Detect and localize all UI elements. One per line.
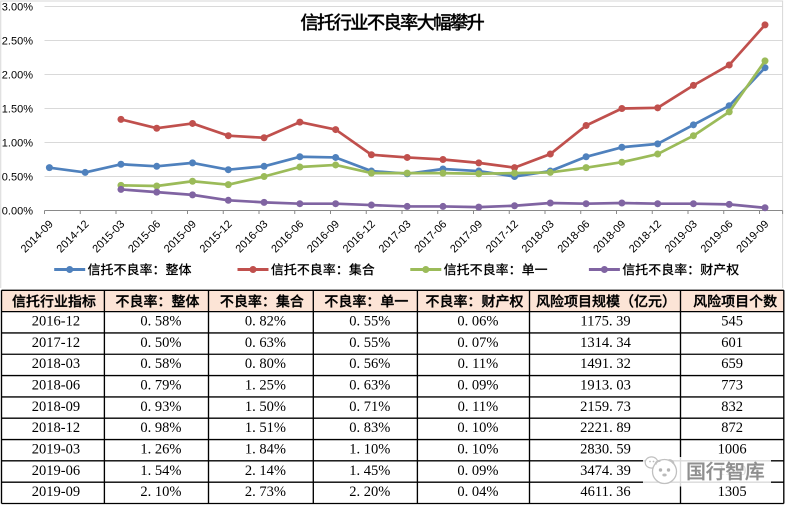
svg-text:1. 25%: 1. 25%	[245, 377, 286, 393]
svg-text:1913. 03: 1913. 03	[580, 377, 631, 393]
svg-text:1006: 1006	[718, 441, 747, 457]
svg-text:0. 63%: 0. 63%	[245, 335, 286, 351]
svg-text:0. 10%: 0. 10%	[457, 441, 498, 457]
svg-text:1314. 34: 1314. 34	[580, 335, 632, 351]
svg-text:0. 50%: 0. 50%	[140, 335, 181, 351]
svg-text:1. 51%: 1. 51%	[245, 420, 286, 436]
svg-text:1. 54%: 1. 54%	[140, 463, 181, 479]
svg-text:2221. 89: 2221. 89	[580, 420, 631, 436]
svg-text:0. 79%: 0. 79%	[140, 377, 181, 393]
svg-text:2016-12: 2016-12	[32, 314, 80, 330]
svg-text:3.00%: 3.00%	[2, 2, 33, 14]
svg-text:2018-12: 2018-12	[32, 420, 80, 436]
svg-text:2019-06: 2019-06	[32, 463, 80, 479]
svg-text:1305: 1305	[718, 484, 747, 500]
svg-text:0. 09%: 0. 09%	[457, 463, 498, 479]
svg-text:0. 71%: 0. 71%	[349, 399, 390, 415]
svg-text:773: 773	[721, 377, 743, 393]
svg-text:1. 84%: 1. 84%	[245, 441, 286, 457]
svg-text:0. 11%: 0. 11%	[458, 356, 499, 372]
svg-text:2. 20%: 2. 20%	[349, 484, 390, 500]
svg-text:1. 10%: 1. 10%	[349, 441, 390, 457]
svg-text:2. 73%: 2. 73%	[245, 484, 286, 500]
svg-text:0. 55%: 0. 55%	[349, 335, 390, 351]
svg-text:2159. 73: 2159. 73	[580, 399, 631, 415]
svg-text:1. 45%: 1. 45%	[349, 463, 390, 479]
svg-text:2019-03: 2019-03	[32, 441, 80, 457]
svg-text:601: 601	[721, 335, 743, 351]
svg-text:0. 63%: 0. 63%	[349, 377, 390, 393]
svg-text:0.00%: 0.00%	[2, 206, 33, 218]
svg-text:2.00%: 2.00%	[2, 70, 33, 82]
svg-text:2. 14%: 2. 14%	[245, 463, 286, 479]
svg-text:0. 10%: 0. 10%	[457, 420, 498, 436]
svg-text:0. 07%: 0. 07%	[457, 335, 498, 351]
svg-text:0. 58%: 0. 58%	[140, 314, 181, 330]
svg-text:2. 10%: 2. 10%	[140, 484, 181, 500]
svg-text:0. 04%: 0. 04%	[457, 484, 498, 500]
svg-text:1.00%: 1.00%	[2, 138, 33, 150]
svg-text:545: 545	[721, 314, 743, 330]
svg-text:2019-09: 2019-09	[32, 484, 80, 500]
svg-text:1.50%: 1.50%	[2, 104, 33, 116]
svg-text:832: 832	[721, 399, 743, 415]
svg-text:0. 98%: 0. 98%	[140, 420, 181, 436]
svg-text:0. 82%: 0. 82%	[245, 314, 286, 330]
svg-text:0. 06%: 0. 06%	[457, 314, 498, 330]
svg-text:0. 83%: 0. 83%	[349, 420, 390, 436]
svg-text:1. 26%: 1. 26%	[140, 441, 181, 457]
svg-text:0.50%: 0.50%	[2, 172, 33, 184]
svg-text:0. 80%: 0. 80%	[245, 356, 286, 372]
svg-text:2.50%: 2.50%	[2, 36, 33, 48]
svg-text:2018-06: 2018-06	[32, 377, 80, 393]
svg-text:2018-09: 2018-09	[32, 399, 80, 415]
svg-text:0. 58%: 0. 58%	[140, 356, 181, 372]
svg-text:0. 09%: 0. 09%	[457, 377, 498, 393]
svg-text:1491. 32: 1491. 32	[580, 356, 631, 372]
svg-text:0. 55%: 0. 55%	[349, 314, 390, 330]
svg-text:2830. 59: 2830. 59	[580, 441, 631, 457]
svg-text:872: 872	[721, 420, 743, 436]
svg-text:0. 11%: 0. 11%	[458, 399, 499, 415]
svg-text:0. 56%: 0. 56%	[349, 356, 390, 372]
svg-text:2017-12: 2017-12	[32, 335, 80, 351]
svg-text:2018-03: 2018-03	[32, 356, 80, 372]
svg-text:3474. 39: 3474. 39	[580, 463, 631, 479]
svg-text:0. 93%: 0. 93%	[140, 399, 181, 415]
svg-text:1. 50%: 1. 50%	[245, 399, 286, 415]
svg-text:1175. 39: 1175. 39	[580, 314, 630, 330]
svg-text:4611. 36: 4611. 36	[580, 484, 630, 500]
svg-text:659: 659	[721, 356, 743, 372]
